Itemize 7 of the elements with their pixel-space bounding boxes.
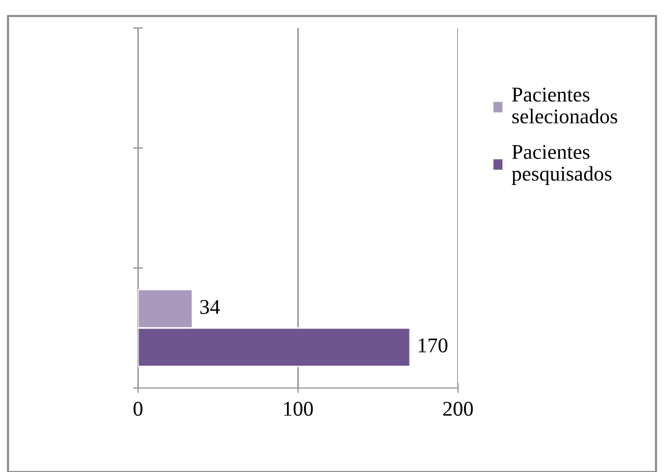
x-tick-label: 0 [134,402,142,416]
legend-label: Pacientes pesquisados [512,144,612,186]
legend-label: Pacientes selecionados [512,88,618,124]
x-tick-label: 200 [443,402,473,416]
x-tick-label: 100 [284,402,313,416]
data-label: 170 [418,338,448,352]
data-label: 34 [200,300,220,314]
